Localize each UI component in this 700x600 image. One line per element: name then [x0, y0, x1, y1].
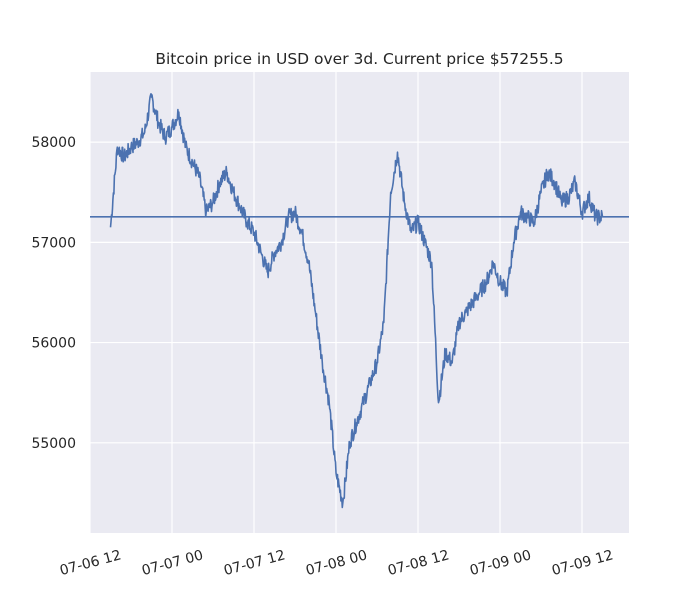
y-axis-ticks: 55000 56000 57000 58000: [31, 135, 76, 452]
x-tick-label: 07-09 12: [550, 547, 615, 579]
x-tick-label: 07-08 00: [304, 547, 369, 579]
x-tick-label: 07-09 00: [468, 547, 533, 579]
price-series-line: [109, 93, 604, 509]
chart-title: Bitcoin price in USD over 3d. Current pr…: [155, 50, 563, 68]
plot-background: [90, 72, 629, 533]
x-tick-label: 07-07 00: [140, 547, 205, 579]
y-tick-label: 56000: [31, 336, 76, 352]
x-axis-ticks: 07-06 12 07-07 00 07-07 12 07-08 00 07-08 12…: [58, 547, 615, 579]
series-layer: [90, 93, 629, 509]
y-tick-label: 57000: [31, 235, 76, 251]
y-tick-label: 58000: [31, 135, 76, 151]
x-tick-label: 07-08 12: [386, 547, 451, 579]
y-tick-label: 55000: [31, 436, 76, 452]
grid-lines: [89, 72, 629, 533]
x-tick-label: 07-06 12: [58, 547, 123, 579]
x-tick-label: 07-07 12: [222, 547, 287, 579]
